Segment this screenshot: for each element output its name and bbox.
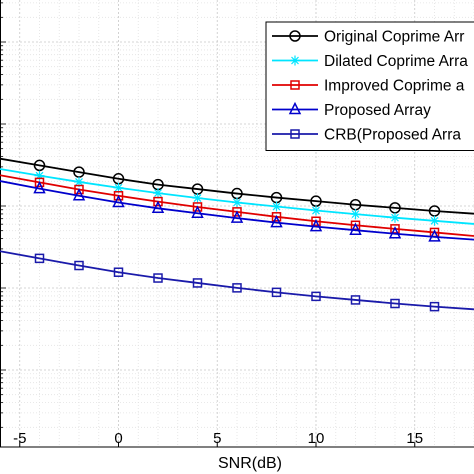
legend: Original Coprime Arr Dilated Coprime Arra…	[265, 21, 474, 151]
axes	[0, 0, 474, 448]
series-point	[230, 210, 244, 223]
asterisk-stroke	[233, 198, 241, 207]
series-point	[34, 177, 45, 188]
legend-label: Proposed Array	[324, 102, 431, 119]
asterisk-stroke	[75, 178, 83, 186]
series-point	[290, 129, 300, 139]
legend-label: CRB(Proposed Arra	[324, 127, 461, 144]
series-point	[350, 209, 361, 220]
series-point	[390, 212, 400, 223]
series-3	[0, 180, 474, 242]
series-point	[72, 188, 86, 201]
asterisk-stroke	[312, 206, 320, 215]
series-point	[34, 253, 45, 264]
series-point	[74, 260, 84, 271]
legend-label: Original Coprime Arr	[324, 29, 464, 46]
legend-entry-2: Improved Coprime a	[272, 78, 465, 95]
series-point	[232, 207, 242, 217]
series-4	[0, 250, 474, 312]
series-point	[390, 298, 400, 309]
series-point	[271, 201, 282, 212]
series-point	[288, 101, 302, 115]
asterisk-stroke	[272, 202, 281, 211]
legend-label: Dilated Coprime Arra	[324, 53, 468, 70]
asterisk-stroke	[391, 213, 399, 222]
series-point	[311, 216, 321, 227]
series-point	[350, 220, 361, 231]
series-group	[0, 157, 474, 312]
legend-entry-0: Original Coprime Arr	[272, 29, 464, 46]
series-point	[390, 224, 400, 234]
asterisk-stroke	[351, 210, 360, 219]
series-point	[113, 191, 124, 201]
series-point	[388, 226, 402, 239]
series-point	[232, 283, 242, 293]
series-point	[311, 205, 321, 216]
series-point	[350, 295, 361, 305]
series-point	[153, 196, 163, 207]
x-axis-label: SNR(dB)	[218, 455, 282, 472]
series-point	[311, 291, 321, 302]
series-point	[232, 197, 242, 208]
series-line	[0, 157, 474, 215]
series-point	[290, 55, 300, 66]
series-point	[33, 180, 46, 194]
legend-entry-3: Proposed Array	[272, 101, 431, 119]
x-tick-label: 10	[308, 430, 325, 447]
series-point	[74, 184, 84, 195]
asterisk-stroke	[154, 189, 162, 198]
series-point	[192, 278, 203, 288]
series-point	[192, 202, 203, 212]
asterisk-stroke	[291, 56, 299, 65]
series-point	[33, 159, 46, 172]
grid	[0, 0, 474, 447]
series-point	[192, 193, 203, 204]
series-point	[271, 212, 282, 222]
series-point	[270, 214, 283, 228]
series-point	[428, 229, 441, 242]
series-point	[153, 188, 163, 199]
legend-box	[265, 21, 474, 151]
series-point	[309, 218, 323, 232]
series-point	[151, 200, 165, 214]
asterisk-stroke	[114, 183, 123, 192]
x-tick-labels: -5 0 5 10 15	[13, 430, 423, 447]
series-point	[112, 194, 125, 208]
x-tick-label: 15	[406, 430, 423, 447]
series-point	[113, 267, 124, 277]
series-point	[153, 273, 163, 283]
asterisk-stroke	[193, 194, 202, 202]
series-point	[289, 30, 301, 42]
legend-label: Improved Coprime a	[324, 78, 465, 95]
legend-entry-1: Dilated Coprime Arra	[272, 53, 468, 70]
x-tick-label: 0	[114, 430, 122, 447]
series-point	[191, 205, 204, 218]
series-point	[429, 215, 440, 226]
asterisk-stroke	[430, 216, 439, 225]
series-point	[290, 80, 300, 90]
series-point	[349, 222, 362, 235]
series-point	[271, 287, 282, 298]
x-tick-label: 5	[213, 430, 221, 447]
legend-entry-4: CRB(Proposed Arra	[272, 127, 461, 144]
series-line	[0, 180, 474, 241]
x-tick-label: -5	[13, 430, 26, 447]
series-line	[0, 250, 474, 311]
series-point	[429, 301, 440, 312]
